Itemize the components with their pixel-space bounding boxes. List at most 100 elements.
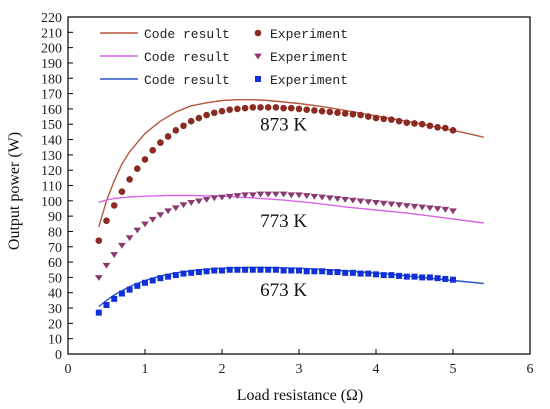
legend-entry: Code result Experiment [100,27,348,42]
experiment-point [95,309,102,316]
experiment-point [172,127,180,134]
y-tick-label: 90 [48,210,62,225]
experiment-point [225,193,234,200]
experiment-point [373,271,379,278]
y-tick-label: 0 [55,348,62,363]
experiment-point [256,191,265,198]
x-tick-label: 5 [450,362,457,377]
experiment-point [118,188,126,195]
experiment-point [333,196,342,203]
experiment-point [295,192,303,199]
x-tick-label: 3 [296,362,303,377]
experiment-point [442,124,449,132]
y-tick-label: 20 [48,317,62,332]
experiment-point [241,192,249,199]
experiment-point [218,107,226,115]
legend-marker-label: Experiment [270,50,348,65]
temperature-label: 673 K [260,280,307,301]
x-tick-label: 2 [219,362,226,377]
plot-frame [67,16,531,355]
experiment-point [126,286,133,293]
temperature-label: 773 K [260,211,307,232]
experiment-point [94,275,103,281]
experiment-point [211,267,218,274]
experiment-point [157,139,164,146]
y-tick-label: 200 [41,42,62,57]
experiment-point [103,217,110,225]
experiment-point [318,107,326,115]
experiment-point [125,235,134,242]
experiment-point [95,237,103,244]
experiment-point [195,114,203,122]
y-tick-label: 100 [41,195,62,210]
legend-line-label: Code result [144,73,230,88]
experiment-point [142,279,148,286]
experiment-point [449,127,457,134]
experiment-point [388,116,395,123]
experiment-point [295,105,303,113]
experiment-point [318,194,326,201]
experiment-point [242,266,249,273]
legend-marker-label: Experiment [270,73,348,88]
experiment-point [372,200,380,206]
experiment-point [319,268,326,275]
y-tick-label: 190 [41,57,62,72]
experiment-point [426,205,434,212]
experiment-point [102,262,111,269]
experiment-point [296,267,302,274]
x-axis-label: Load resistance (Ω) [237,387,364,404]
experiment-points [94,191,457,281]
experiment-point [234,105,241,113]
experiment-point [426,274,433,281]
experiment-point [203,111,210,119]
experiment-point [226,266,233,273]
experiment-point [418,204,427,211]
experiment-point [241,104,249,112]
experiment-point [433,206,442,212]
experiment-point [380,115,388,123]
y-tick-label: 120 [41,164,62,179]
experiment-point [149,277,156,284]
experiment-point [411,120,418,127]
experiment-point [411,273,418,280]
experiment-point [126,176,133,183]
experiment-point [265,266,272,273]
experiment-point [187,117,195,125]
legend-line-label: Code result [144,50,230,65]
experiment-point [387,201,396,208]
experiment-point [434,275,441,282]
experiment-point [311,107,318,114]
experiment-point [379,200,388,207]
experiment-point [419,274,426,281]
experiment-point [187,200,196,206]
experiment-point [349,269,356,276]
experiment-point [357,270,364,277]
experiment-point [357,111,364,119]
experiment-point [342,269,349,276]
experiment-point [165,273,172,280]
experiment-point [272,104,280,111]
experiment-point [334,109,341,117]
legend-entry: Code result Experiment [100,50,348,65]
experiment-point [103,301,110,308]
experiment-point [249,104,257,111]
temperature-label: 873 K [260,114,307,135]
axes: 0 1 2 3 4 5 6010203040506070809010011012013014… [41,11,534,377]
experiment-point [272,266,279,273]
legend-marker-label: Experiment [270,27,348,42]
experiment-point [164,133,172,140]
y-tick-label: 70 [48,241,62,256]
experiment-point [334,269,341,276]
experiment-point [434,123,441,131]
y-tick-label: 30 [48,302,62,317]
experiment-point [264,104,272,111]
y-tick-label: 10 [48,333,62,348]
experiment-point [364,199,373,206]
y-tick-label: 160 [41,103,62,118]
experiment-point [349,197,357,204]
legend-line-label: Code result [144,27,230,42]
experiment-point [442,275,449,282]
experiment-point [257,266,264,273]
legend-marker-swatch [254,53,262,60]
